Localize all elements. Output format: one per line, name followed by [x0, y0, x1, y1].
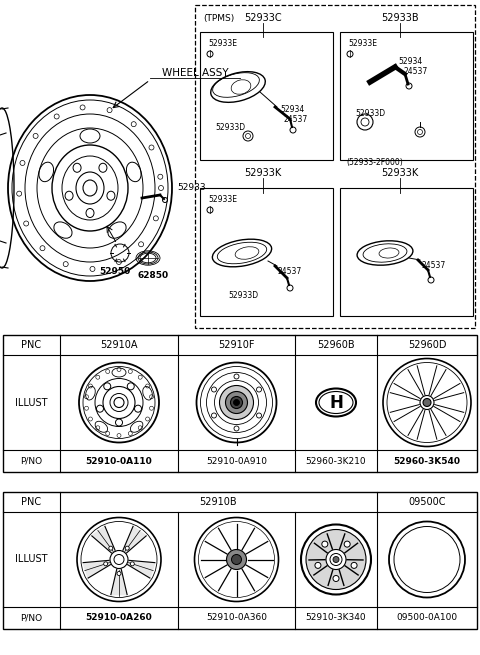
Text: 52910-3K340: 52910-3K340 [306, 614, 366, 622]
Ellipse shape [231, 555, 241, 565]
Ellipse shape [227, 550, 247, 569]
Text: 09500C: 09500C [408, 497, 446, 507]
Ellipse shape [333, 557, 339, 563]
Text: 62850: 62850 [137, 271, 168, 280]
Text: 52910B: 52910B [200, 497, 237, 507]
Text: 24537: 24537 [283, 115, 307, 124]
Ellipse shape [322, 541, 328, 547]
Text: 24537: 24537 [421, 261, 445, 269]
Bar [3, 492, 477, 629]
Text: 52910F: 52910F [218, 340, 255, 350]
Ellipse shape [104, 562, 108, 566]
Ellipse shape [125, 546, 129, 550]
Text: (52933-2F000): (52933-2F000) [347, 159, 403, 168]
Text: H: H [329, 394, 343, 411]
Text: (TPMS): (TPMS) [203, 14, 234, 22]
Text: 52934: 52934 [398, 58, 422, 67]
Polygon shape [83, 561, 110, 578]
Text: 52933E: 52933E [348, 39, 377, 48]
Polygon shape [328, 570, 344, 586]
Text: 52934: 52934 [280, 105, 304, 115]
Text: 52933C: 52933C [244, 13, 282, 23]
Text: 52910-0A910: 52910-0A910 [206, 457, 267, 466]
Text: 52910-0A110: 52910-0A110 [85, 457, 152, 466]
Ellipse shape [306, 529, 366, 590]
Text: 24537: 24537 [278, 267, 302, 276]
Text: 52933: 52933 [177, 183, 205, 193]
Polygon shape [345, 559, 363, 575]
Bar [340, 32, 473, 160]
Text: 52960-3K210: 52960-3K210 [306, 457, 366, 466]
Text: WHEEL ASSY: WHEEL ASSY [162, 68, 228, 78]
Text: 52933D: 52933D [215, 122, 245, 132]
Ellipse shape [315, 563, 321, 569]
Text: 52933K: 52933K [244, 168, 282, 178]
Bar [200, 188, 333, 316]
Text: 52960-3K540: 52960-3K540 [394, 457, 460, 466]
Polygon shape [128, 561, 155, 578]
Text: 52950: 52950 [99, 267, 131, 276]
Polygon shape [92, 527, 115, 553]
Polygon shape [339, 534, 358, 553]
Text: 24537: 24537 [403, 67, 427, 75]
Text: PNC: PNC [22, 497, 42, 507]
Ellipse shape [423, 398, 431, 407]
Ellipse shape [130, 562, 134, 566]
Text: 52933E: 52933E [208, 39, 237, 48]
Ellipse shape [333, 576, 339, 582]
Polygon shape [314, 534, 333, 553]
Ellipse shape [219, 386, 253, 419]
Ellipse shape [230, 396, 242, 409]
Ellipse shape [351, 563, 357, 569]
Text: 52910-0A360: 52910-0A360 [206, 614, 267, 622]
Text: ILLUST: ILLUST [15, 555, 48, 565]
Ellipse shape [109, 546, 113, 550]
Ellipse shape [326, 550, 346, 569]
Text: P/NO: P/NO [21, 457, 43, 466]
Text: 52933D: 52933D [355, 109, 385, 119]
Polygon shape [111, 569, 127, 595]
Text: 52933D: 52933D [228, 291, 258, 301]
Text: 52933K: 52933K [382, 168, 419, 178]
Text: 52910-0A260: 52910-0A260 [85, 614, 152, 622]
Ellipse shape [117, 572, 121, 576]
Text: 52960B: 52960B [317, 340, 355, 350]
Text: ILLUST: ILLUST [15, 398, 48, 407]
Text: 52960D: 52960D [408, 340, 446, 350]
Bar [195, 5, 475, 328]
Text: 09500-0A100: 09500-0A100 [396, 614, 457, 622]
Bar [3, 335, 477, 472]
Text: 52910A: 52910A [100, 340, 138, 350]
Ellipse shape [344, 541, 350, 547]
Polygon shape [309, 559, 327, 575]
Ellipse shape [226, 392, 248, 413]
Text: 52933E: 52933E [208, 195, 237, 204]
Ellipse shape [233, 400, 240, 405]
Bar [340, 188, 473, 316]
Text: P/NO: P/NO [21, 614, 43, 622]
Polygon shape [123, 527, 146, 553]
Text: PNC: PNC [22, 340, 42, 350]
Text: 52933B: 52933B [381, 13, 419, 23]
Bar [200, 32, 333, 160]
